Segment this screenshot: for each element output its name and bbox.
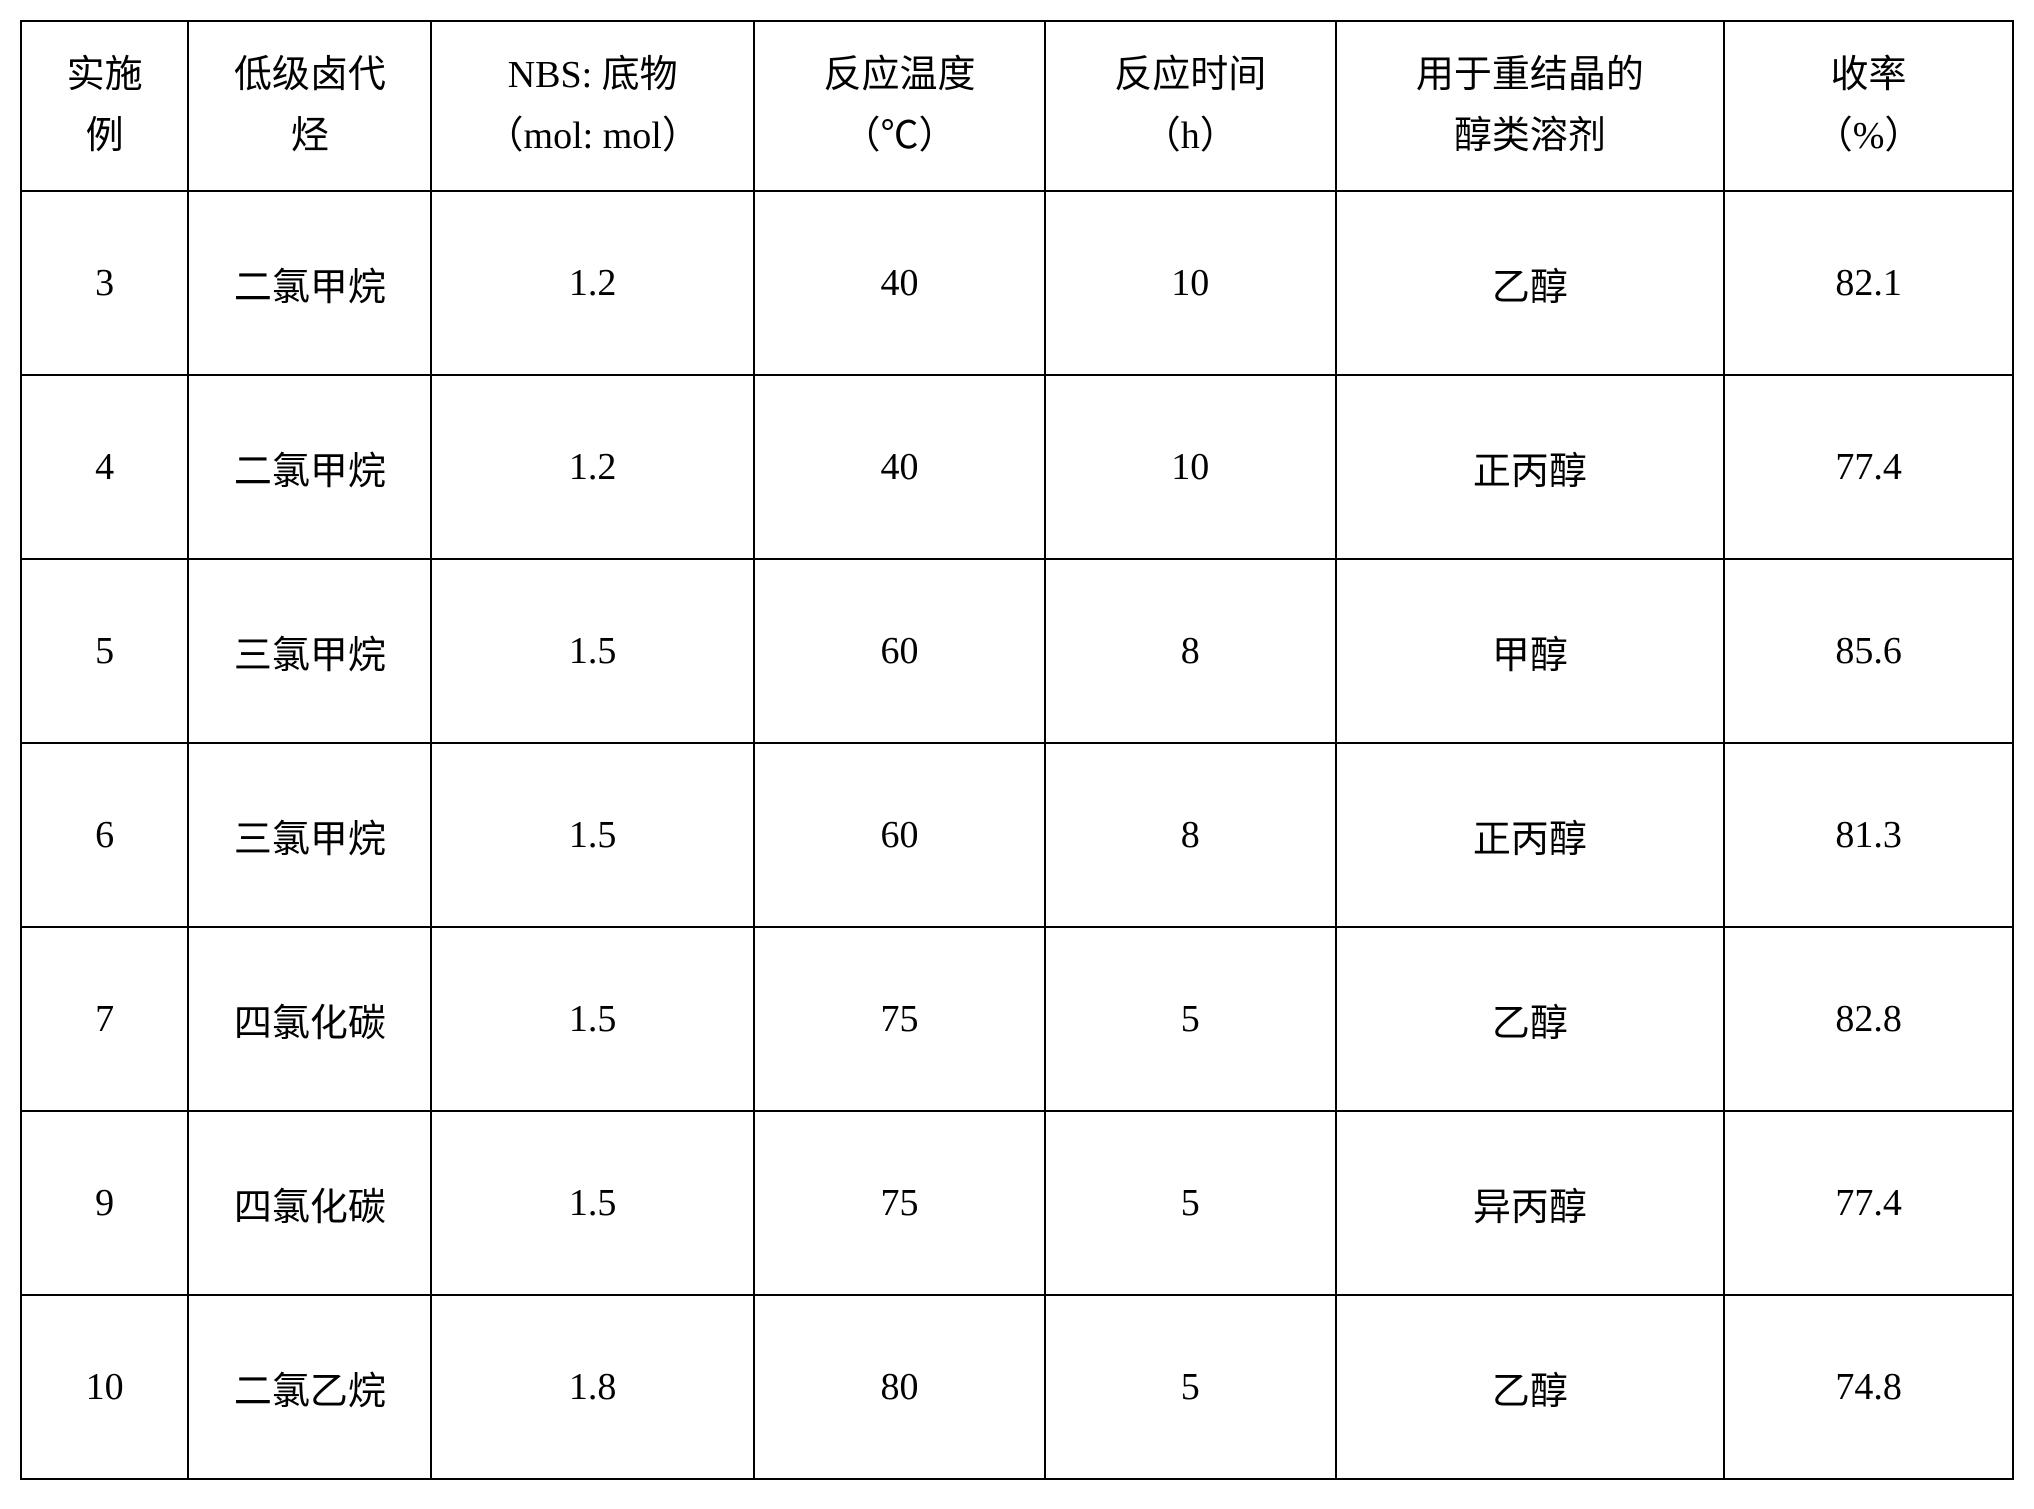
table-row: 6 三氯甲烷 1.5 60 8 正丙醇 81.3 [21, 743, 2013, 927]
header-text: NBS: 底物 [436, 45, 749, 106]
cell-halohydrocarbon: 四氯化碳 [188, 1111, 431, 1295]
cell-nbs-ratio: 1.5 [431, 1111, 754, 1295]
table-row: 7 四氯化碳 1.5 75 5 乙醇 82.8 [21, 927, 2013, 1111]
cell-time: 8 [1045, 559, 1336, 743]
cell-temperature: 75 [754, 927, 1045, 1111]
cell-solvent: 正丙醇 [1336, 375, 1724, 559]
col-header-example-no: 实施 例 [21, 21, 188, 191]
cell-nbs-ratio: 1.2 [431, 375, 754, 559]
header-text: 烃 [193, 106, 426, 167]
header-text: 收率 [1729, 45, 2008, 106]
cell-nbs-ratio: 1.8 [431, 1295, 754, 1479]
cell-nbs-ratio: 1.2 [431, 191, 754, 375]
cell-halohydrocarbon: 三氯甲烷 [188, 743, 431, 927]
cell-temperature: 60 [754, 743, 1045, 927]
col-header-time: 反应时间 （h） [1045, 21, 1336, 191]
cell-nbs-ratio: 1.5 [431, 743, 754, 927]
header-text: （h） [1050, 106, 1331, 167]
cell-example-no: 7 [21, 927, 188, 1111]
cell-temperature: 60 [754, 559, 1045, 743]
cell-time: 10 [1045, 191, 1336, 375]
cell-time: 10 [1045, 375, 1336, 559]
header-text: 实施 [26, 45, 183, 106]
table-body: 3 二氯甲烷 1.2 40 10 乙醇 82.1 4 二氯甲烷 1.2 40 1… [21, 191, 2013, 1479]
cell-solvent: 异丙醇 [1336, 1111, 1724, 1295]
table-header-row: 实施 例 低级卤代 烃 NBS: 底物 （mol: mol） 反应温度 （℃） … [21, 21, 2013, 191]
cell-nbs-ratio: 1.5 [431, 559, 754, 743]
header-text: 反应时间 [1050, 45, 1331, 106]
header-text: 反应温度 [759, 45, 1040, 106]
col-header-temperature: 反应温度 （℃） [754, 21, 1045, 191]
table-row: 5 三氯甲烷 1.5 60 8 甲醇 85.6 [21, 559, 2013, 743]
cell-time: 5 [1045, 1295, 1336, 1479]
cell-halohydrocarbon: 四氯化碳 [188, 927, 431, 1111]
cell-solvent: 乙醇 [1336, 1295, 1724, 1479]
cell-solvent: 正丙醇 [1336, 743, 1724, 927]
cell-example-no: 6 [21, 743, 188, 927]
cell-example-no: 9 [21, 1111, 188, 1295]
cell-solvent: 乙醇 [1336, 191, 1724, 375]
header-text: （mol: mol） [436, 106, 749, 167]
cell-nbs-ratio: 1.5 [431, 927, 754, 1111]
table-row: 10 二氯乙烷 1.8 80 5 乙醇 74.8 [21, 1295, 2013, 1479]
cell-example-no: 3 [21, 191, 188, 375]
table-row: 9 四氯化碳 1.5 75 5 异丙醇 77.4 [21, 1111, 2013, 1295]
cell-yield: 85.6 [1724, 559, 2013, 743]
experiment-table: 实施 例 低级卤代 烃 NBS: 底物 （mol: mol） 反应温度 （℃） … [20, 20, 2014, 1480]
cell-yield: 81.3 [1724, 743, 2013, 927]
cell-halohydrocarbon: 二氯甲烷 [188, 375, 431, 559]
experiment-table-container: 实施 例 低级卤代 烃 NBS: 底物 （mol: mol） 反应温度 （℃） … [20, 20, 2014, 1480]
col-header-solvent: 用于重结晶的 醇类溶剂 [1336, 21, 1724, 191]
col-header-nbs-ratio: NBS: 底物 （mol: mol） [431, 21, 754, 191]
cell-yield: 82.1 [1724, 191, 2013, 375]
cell-yield: 82.8 [1724, 927, 2013, 1111]
cell-yield: 77.4 [1724, 375, 2013, 559]
col-header-yield: 收率 （%） [1724, 21, 2013, 191]
cell-example-no: 5 [21, 559, 188, 743]
cell-solvent: 乙醇 [1336, 927, 1724, 1111]
cell-solvent: 甲醇 [1336, 559, 1724, 743]
cell-time: 5 [1045, 1111, 1336, 1295]
header-text: 用于重结晶的 [1341, 45, 1719, 106]
table-row: 4 二氯甲烷 1.2 40 10 正丙醇 77.4 [21, 375, 2013, 559]
cell-yield: 77.4 [1724, 1111, 2013, 1295]
cell-halohydrocarbon: 二氯乙烷 [188, 1295, 431, 1479]
cell-temperature: 40 [754, 191, 1045, 375]
header-text: 低级卤代 [193, 45, 426, 106]
table-row: 3 二氯甲烷 1.2 40 10 乙醇 82.1 [21, 191, 2013, 375]
header-text: 例 [26, 106, 183, 167]
header-text: （℃） [759, 106, 1040, 167]
cell-time: 8 [1045, 743, 1336, 927]
cell-example-no: 4 [21, 375, 188, 559]
cell-halohydrocarbon: 二氯甲烷 [188, 191, 431, 375]
cell-example-no: 10 [21, 1295, 188, 1479]
cell-time: 5 [1045, 927, 1336, 1111]
cell-halohydrocarbon: 三氯甲烷 [188, 559, 431, 743]
cell-yield: 74.8 [1724, 1295, 2013, 1479]
col-header-halohydrocarbon: 低级卤代 烃 [188, 21, 431, 191]
cell-temperature: 80 [754, 1295, 1045, 1479]
cell-temperature: 40 [754, 375, 1045, 559]
header-text: （%） [1729, 106, 2008, 167]
header-text: 醇类溶剂 [1341, 106, 1719, 167]
cell-temperature: 75 [754, 1111, 1045, 1295]
